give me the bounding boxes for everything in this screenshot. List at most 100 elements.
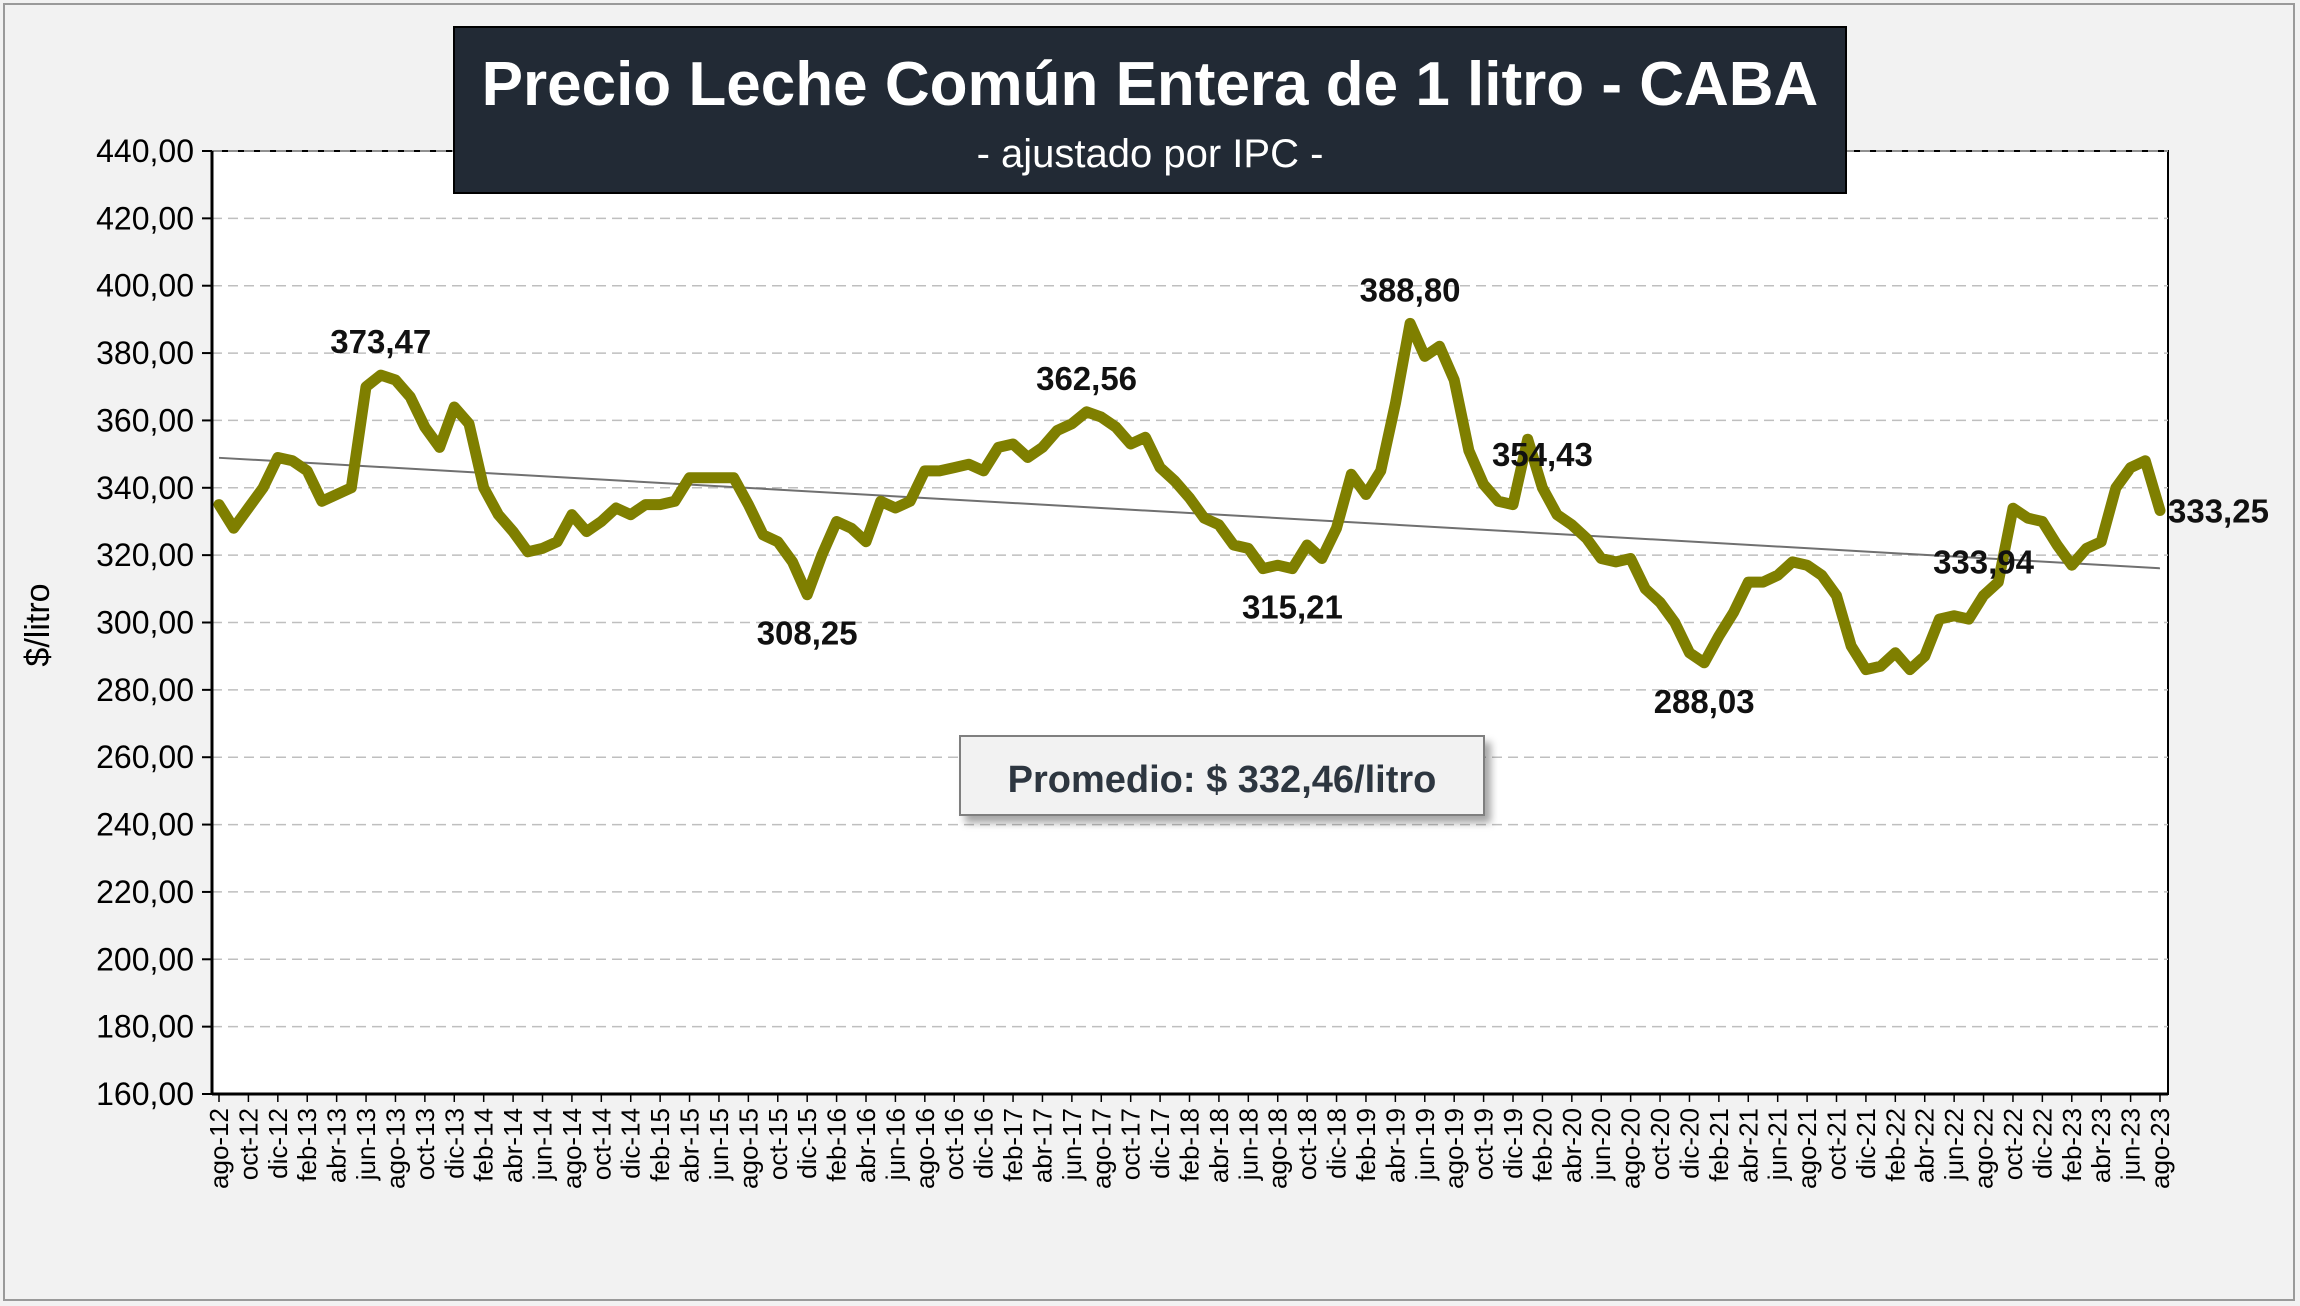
x-tick-label: jun-16 [880, 1108, 910, 1181]
x-tick-label: feb-23 [2057, 1108, 2087, 1182]
data-label: 288,03 [1654, 683, 1755, 720]
data-label: 362,56 [1036, 360, 1137, 397]
y-tick-label: 180,00 [96, 1009, 194, 1045]
average-box: Promedio: $ 332,46/litro [959, 735, 1485, 816]
data-label: 333,94 [1933, 544, 2035, 581]
x-axis-ticks: ago-12 oct-12 dic-12 feb-13 abr-13 jun-13 ago-… [204, 1094, 2175, 1189]
y-tick-label: 260,00 [96, 739, 194, 775]
chart-frame: 160,00 180,00 200,00 220,00 240,00 260,00 280,… [3, 3, 2295, 1301]
x-tick-label: ago-21 [1792, 1108, 1822, 1189]
x-tick-label: abr-21 [1733, 1108, 1763, 1183]
x-tick-label: jun-13 [351, 1108, 381, 1181]
x-tick-label: feb-22 [1880, 1108, 1910, 1182]
y-tick-label: 440,00 [96, 133, 194, 169]
data-label: 373,47 [330, 323, 431, 360]
x-tick-label: ago-19 [1439, 1108, 1469, 1189]
x-tick-label: dic-21 [1851, 1108, 1881, 1179]
y-tick-label: 160,00 [96, 1076, 194, 1112]
y-tick-label: 200,00 [96, 941, 194, 977]
y-tick-label: 340,00 [96, 470, 194, 506]
x-tick-label: dic-17 [1145, 1108, 1175, 1179]
x-tick-label: abr-20 [1557, 1108, 1587, 1183]
x-tick-label: abr-15 [675, 1108, 705, 1183]
x-tick-label: feb-14 [469, 1108, 499, 1182]
x-tick-label: jun-18 [1233, 1108, 1263, 1181]
chart-title: Precio Leche Común Entera de 1 litro - C… [482, 50, 1819, 119]
x-tick-label: oct-15 [763, 1108, 793, 1180]
x-tick-label: dic-18 [1322, 1108, 1352, 1179]
x-tick-label: abr-19 [1380, 1108, 1410, 1183]
x-tick-label: ago-14 [557, 1108, 587, 1189]
data-label: 388,80 [1360, 271, 1461, 308]
data-labels: 373,47 308,25 362,56 315,21 388,80 354,43 288,… [330, 271, 2269, 719]
x-tick-label: dic-20 [1674, 1108, 1704, 1179]
average-label: Promedio: $ 332,46/litro [1008, 759, 1437, 801]
x-tick-label: oct-21 [1822, 1108, 1852, 1180]
y-tick-label: 280,00 [96, 672, 194, 708]
x-tick-label: dic-15 [792, 1108, 822, 1179]
x-tick-label: ago-15 [733, 1108, 763, 1189]
x-tick-label: feb-18 [1175, 1108, 1205, 1182]
data-label: 315,21 [1242, 589, 1343, 626]
y-axis-ticks: 160,00 180,00 200,00 220,00 240,00 260,00 280,… [96, 133, 212, 1112]
x-tick-label: dic-14 [616, 1108, 646, 1179]
x-tick-label: dic-13 [439, 1108, 469, 1179]
x-tick-label: abr-16 [851, 1108, 881, 1183]
x-tick-label: ago-13 [380, 1108, 410, 1189]
x-tick-label: jun-22 [1939, 1108, 1969, 1181]
x-tick-label: oct-19 [1469, 1108, 1499, 1180]
x-tick-label: jun-20 [1586, 1108, 1616, 1181]
x-tick-label: jun-14 [528, 1108, 558, 1181]
x-tick-label: feb-19 [1351, 1108, 1381, 1182]
x-tick-label: oct-22 [1998, 1108, 2028, 1180]
x-tick-label: ago-20 [1616, 1108, 1646, 1189]
x-tick-label: abr-18 [1204, 1108, 1234, 1183]
x-tick-label: ago-17 [1086, 1108, 1116, 1189]
y-tick-label: 300,00 [96, 605, 194, 641]
x-tick-label: feb-21 [1704, 1108, 1734, 1182]
x-tick-label: feb-15 [645, 1108, 675, 1182]
data-label: 308,25 [757, 615, 858, 652]
x-tick-label: jun-21 [1763, 1108, 1793, 1181]
chart-canvas: 160,00 180,00 200,00 220,00 240,00 260,00 280,… [19, 26, 2269, 1189]
x-tick-label: ago-22 [1969, 1108, 1999, 1189]
x-tick-label: abr-23 [2086, 1108, 2116, 1183]
y-tick-label: 240,00 [96, 807, 194, 843]
x-tick-label: jun-17 [1057, 1108, 1087, 1181]
x-tick-label: oct-17 [1116, 1108, 1146, 1180]
x-tick-label: dic-22 [2027, 1108, 2057, 1179]
x-tick-label: jun-23 [2116, 1108, 2146, 1181]
series-line-precio [213, 317, 2166, 676]
y-tick-label: 220,00 [96, 874, 194, 910]
x-tick-label: ago-12 [204, 1108, 234, 1189]
x-tick-label: feb-17 [998, 1108, 1028, 1182]
x-tick-label: oct-20 [1645, 1108, 1675, 1180]
x-tick-label: feb-13 [292, 1108, 322, 1182]
y-tick-label: 380,00 [96, 335, 194, 371]
y-tick-label: 420,00 [96, 200, 194, 236]
x-tick-label: oct-12 [233, 1108, 263, 1180]
y-axis-label: $/litro [19, 583, 57, 666]
x-tick-label: ago-16 [910, 1108, 940, 1189]
x-tick-label: oct-16 [939, 1108, 969, 1180]
y-tick-label: 320,00 [96, 537, 194, 573]
x-tick-label: oct-13 [410, 1108, 440, 1180]
x-tick-label: abr-22 [1910, 1108, 1940, 1183]
x-tick-label: oct-14 [586, 1108, 616, 1180]
y-tick-label: 360,00 [96, 402, 194, 438]
x-tick-label: abr-13 [322, 1108, 352, 1183]
chart-subtitle: - ajustado por IPC - [977, 132, 1324, 176]
x-tick-label: dic-12 [263, 1108, 293, 1179]
x-tick-label: jun-15 [704, 1108, 734, 1181]
x-tick-label: oct-18 [1292, 1108, 1322, 1180]
x-tick-label: dic-19 [1498, 1108, 1528, 1179]
title-box: Precio Leche Común Entera de 1 litro - C… [453, 26, 1847, 194]
x-tick-label: feb-20 [1527, 1108, 1557, 1182]
data-label: 354,43 [1492, 436, 1593, 473]
x-tick-label: abr-17 [1027, 1108, 1057, 1183]
x-tick-label: feb-16 [822, 1108, 852, 1182]
x-tick-label: dic-16 [969, 1108, 999, 1179]
y-tick-label: 400,00 [96, 268, 194, 304]
trend-line [218, 456, 2161, 570]
data-label: 333,25 [2168, 493, 2269, 530]
